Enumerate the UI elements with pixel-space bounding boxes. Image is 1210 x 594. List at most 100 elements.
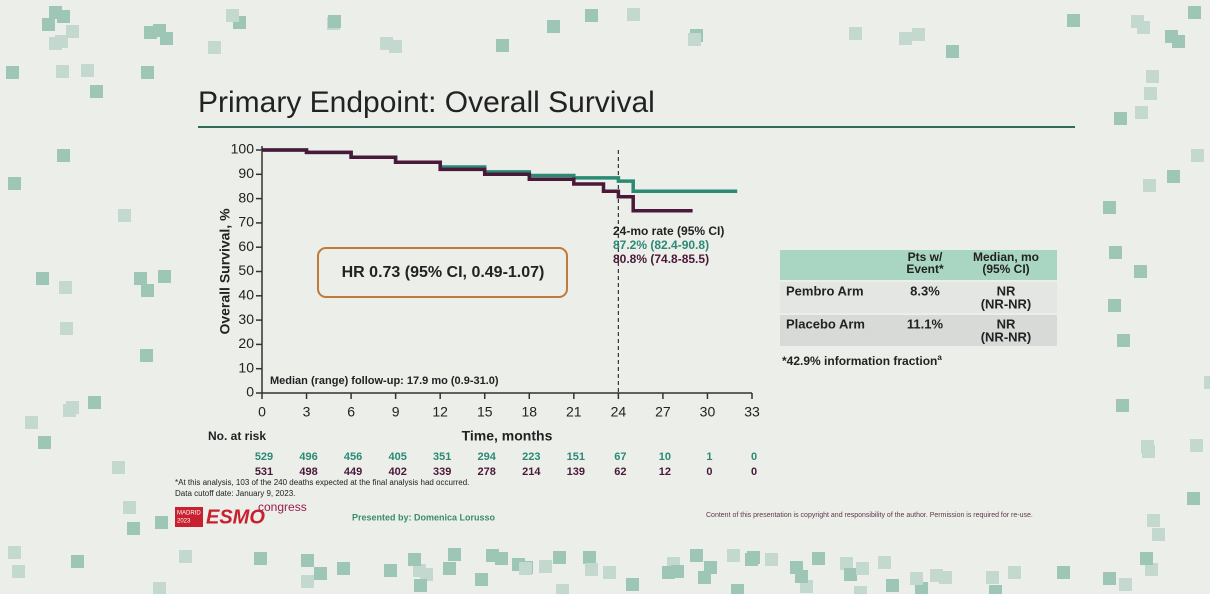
risk-count: 214 — [522, 466, 541, 478]
y-tick-label: 10 — [238, 359, 254, 375]
rate-text: 80.8% (74.8-85.5) — [613, 252, 709, 266]
table-header: (95% CI) — [982, 262, 1029, 276]
decor-square — [854, 586, 867, 594]
rate-title: 24-mo rate (95% CI) — [613, 224, 724, 238]
decor-square — [337, 562, 350, 575]
footnote: Data cutoff date: January 9, 2023. — [175, 489, 295, 498]
decor-square — [1114, 112, 1127, 125]
decor-square — [38, 436, 51, 449]
hr-text: HR 0.73 (95% CI, 0.49-1.07) — [342, 264, 545, 281]
decor-square — [448, 548, 461, 561]
note-sup: a — [937, 353, 942, 362]
rate-text: 87.2% (82.4-90.8) — [613, 238, 709, 252]
slide: Primary Endpoint: Overall Survival 0 10 20… — [0, 0, 1210, 594]
decor-square — [158, 270, 171, 283]
decor-square — [745, 553, 758, 566]
table-row-label: Pembro Arm — [786, 283, 864, 298]
table-note: *42.9% information fractiona — [782, 353, 942, 368]
decor-square — [812, 552, 825, 565]
decor-square — [408, 553, 421, 566]
risk-count: 531 — [255, 466, 273, 478]
decor-square — [765, 553, 778, 566]
presenter: Presented by: Domenica Lorusso — [352, 512, 496, 522]
decor-square — [55, 35, 68, 48]
decor-square — [1188, 6, 1201, 19]
decor-square — [443, 562, 456, 575]
risk-label: No. at risk — [208, 429, 266, 443]
decor-square — [226, 9, 239, 22]
decor-square — [844, 568, 857, 581]
risk-count: 67 — [614, 451, 626, 463]
risk-count: 339 — [433, 466, 451, 478]
decor-square — [12, 565, 25, 578]
risk-count: 10 — [659, 451, 671, 463]
y-tick-label: 40 — [238, 287, 254, 303]
y-tick-label: 80 — [238, 189, 254, 205]
decor-square — [553, 551, 566, 564]
decor-square — [627, 8, 640, 21]
risk-count: 139 — [567, 466, 585, 478]
decor-square — [795, 570, 808, 583]
table-event: 11.1% — [907, 316, 944, 331]
logo-year: 2023 — [177, 519, 191, 525]
x-tick-label: 24 — [611, 404, 627, 420]
x-tick-label: 3 — [303, 404, 311, 420]
decor-square — [8, 546, 21, 559]
decor-square — [1103, 572, 1116, 585]
decor-square — [301, 554, 314, 567]
risk-count: 351 — [433, 451, 451, 463]
decor-square — [547, 20, 560, 33]
table-row-label: Placebo Arm — [786, 316, 865, 331]
risk-count: 278 — [478, 466, 496, 478]
decor-square — [1135, 106, 1148, 119]
risk-count: 529 — [255, 451, 273, 463]
decor-square — [1147, 514, 1160, 527]
decor-square — [910, 572, 923, 585]
decor-square — [25, 416, 38, 429]
decor-square — [1204, 376, 1210, 389]
decor-square — [496, 39, 509, 52]
decor-square — [1167, 170, 1180, 183]
decor-square — [1119, 578, 1132, 591]
decor-square — [986, 571, 999, 584]
decor-square — [60, 322, 73, 335]
decor-square — [603, 566, 616, 579]
decor-square — [1152, 528, 1165, 541]
decor-square — [1146, 70, 1159, 83]
decor-square — [519, 562, 532, 575]
logo-name: ESMO — [206, 506, 265, 528]
table-median: (NR-NR) — [981, 329, 1032, 344]
decor-square — [856, 562, 869, 575]
y-axis-label: Overall Survival, % — [217, 208, 233, 335]
decor-square — [1057, 566, 1070, 579]
decor-square — [301, 575, 314, 588]
decor-square — [583, 551, 596, 564]
decor-square — [1008, 566, 1021, 579]
decor-square — [42, 18, 55, 31]
risk-count: 0 — [751, 466, 757, 478]
decor-square — [556, 584, 569, 594]
decor-square — [671, 565, 684, 578]
decor-square — [1067, 14, 1080, 27]
risk-count: 449 — [344, 466, 362, 478]
slide-title: Primary Endpoint: Overall Survival — [198, 86, 655, 119]
risk-count: 456 — [344, 451, 362, 463]
decor-square — [1144, 87, 1157, 100]
decor-square — [939, 571, 952, 584]
x-tick-label: 12 — [432, 404, 448, 420]
y-tick-label: 60 — [238, 238, 254, 254]
x-tick-label: 6 — [347, 404, 355, 420]
y-tick-label: 50 — [238, 262, 254, 278]
decor-square — [486, 549, 499, 562]
decor-square — [475, 573, 488, 586]
x-tick-label: 18 — [521, 404, 537, 420]
decor-square — [59, 281, 72, 294]
y-tick-label: 100 — [231, 141, 255, 157]
risk-count: 0 — [751, 451, 757, 463]
decor-square — [1103, 201, 1116, 214]
table-median: (NR-NR) — [981, 296, 1032, 311]
decor-square — [71, 555, 84, 568]
logo-suffix: congress — [258, 500, 307, 514]
follow-up: Median (range) follow-up: 17.9 mo (0.9-3… — [270, 375, 499, 387]
decor-square — [160, 32, 173, 45]
